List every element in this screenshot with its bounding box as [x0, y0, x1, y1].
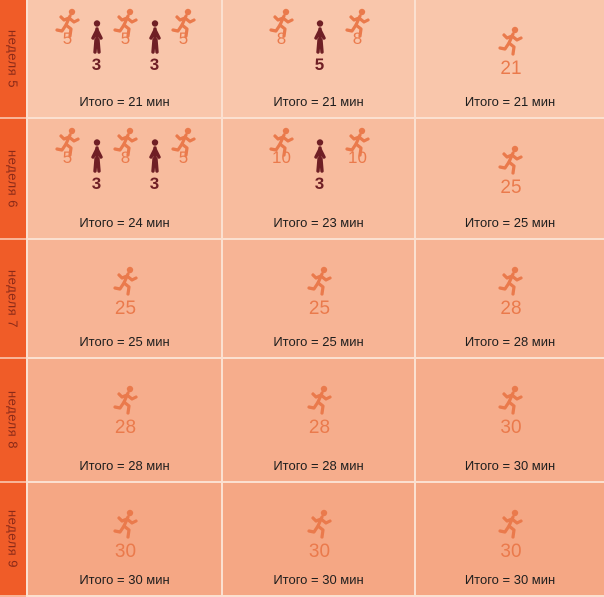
week-label-cell: неделя 9: [0, 483, 26, 597]
day-cell: 21 Итого = 21 мин: [414, 0, 604, 119]
running-person-icon: [306, 509, 333, 539]
total-minutes: Итого = 30 мин: [464, 458, 556, 473]
total-minutes: Итого = 25 мин: [273, 334, 364, 349]
running-person-icon: [498, 145, 524, 175]
walk-minutes: 3: [314, 174, 325, 193]
total-minutes: Итого = 21 мин: [464, 94, 556, 109]
total-minutes: Итого = 28 мин: [79, 458, 170, 473]
walking-person-icon: [90, 139, 104, 173]
running-person-icon: [498, 266, 524, 296]
walking-person-icon: [313, 139, 327, 173]
total-minutes: Итого = 28 мин: [273, 458, 364, 473]
walk-minutes: 3: [91, 174, 102, 193]
running-person-icon: [306, 266, 333, 296]
walking-person-icon: [313, 20, 327, 54]
running-person-icon: [112, 8, 139, 38]
total-minutes: Итого = 30 мин: [79, 572, 170, 587]
running-person-icon: [112, 509, 139, 539]
walk-minutes: 3: [149, 174, 160, 193]
run-minutes: 10: [272, 148, 291, 167]
run-minutes: 28: [500, 298, 522, 319]
running-person-icon: [170, 8, 197, 38]
day-cell: 8 5 8 Итого = 21 мин: [221, 0, 414, 119]
running-person-icon: [54, 127, 81, 157]
running-person-icon: [498, 26, 524, 56]
walking-person-icon: [148, 20, 162, 54]
week-label: неделя 7: [5, 269, 21, 328]
day-cell: 30 Итого = 30 мин: [414, 483, 604, 597]
week-label: неделя 8: [5, 391, 21, 449]
run-minutes: 30: [308, 541, 331, 562]
run-minutes: 30: [500, 541, 522, 562]
run-minutes: 5: [62, 29, 73, 48]
day-cell: 30 Итого = 30 мин: [26, 483, 221, 597]
total-minutes: Итого = 30 мин: [273, 572, 364, 587]
day-cell: 28 Итого = 28 мин: [414, 240, 604, 359]
total-minutes: Итого = 21 мин: [273, 94, 364, 109]
walk-minutes: 5: [314, 55, 325, 74]
day-cell: 10 3 10 Итого = 23 мин: [221, 119, 414, 240]
running-person-icon: [112, 385, 139, 415]
running-person-icon: [112, 127, 139, 157]
day-cell: 25 Итого = 25 мин: [414, 119, 604, 240]
day-cell: 25 Итого = 25 мин: [26, 240, 221, 359]
running-person-icon: [344, 8, 371, 38]
total-minutes: Итого = 30 мин: [464, 572, 556, 587]
walk-minutes: 3: [149, 55, 160, 74]
total-minutes: Итого = 25 мин: [464, 215, 556, 230]
running-person-icon: [268, 127, 295, 157]
week-label-cell: неделя 5: [0, 0, 26, 119]
day-cell: 30 Итого = 30 мин: [414, 359, 604, 483]
run-minutes: 5: [120, 29, 131, 48]
total-minutes: Итого = 28 мин: [464, 334, 556, 349]
running-person-icon: [268, 8, 295, 38]
run-minutes: 25: [308, 298, 331, 319]
day-cell: 25 Итого = 25 мин: [221, 240, 414, 359]
day-cell: 5 3 5 3 5 Итого = 21 мин: [26, 0, 221, 119]
running-person-icon: [306, 385, 333, 415]
running-person-icon: [170, 127, 197, 157]
total-minutes: Итого = 25 мин: [79, 334, 170, 349]
week-label: неделя 5: [5, 29, 21, 88]
week-label: неделя 9: [5, 510, 21, 568]
run-minutes: 28: [308, 417, 331, 438]
run-minutes: 5: [178, 148, 189, 167]
running-person-icon: [112, 266, 139, 296]
week-label: неделя 6: [5, 149, 21, 208]
total-minutes: Итого = 21 мин: [79, 94, 170, 109]
walk-minutes: 3: [91, 55, 102, 74]
run-minutes: 25: [500, 177, 522, 198]
run-minutes: 25: [114, 298, 137, 319]
day-cell: 28 Итого = 28 мин: [221, 359, 414, 483]
day-cell: 5 3 8 3 5 Итого = 24 мин: [26, 119, 221, 240]
running-person-icon: [54, 8, 81, 38]
week-label-cell: неделя 6: [0, 119, 26, 240]
week-label-cell: неделя 8: [0, 359, 26, 483]
run-minutes: 30: [500, 417, 522, 438]
running-person-icon: [498, 509, 524, 539]
run-minutes: 30: [114, 541, 137, 562]
run-minutes: 28: [114, 417, 137, 438]
walking-person-icon: [90, 20, 104, 54]
run-minutes: 8: [120, 148, 131, 167]
running-person-icon: [344, 127, 371, 157]
week-label-cell: неделя 7: [0, 240, 26, 359]
day-cell: 28 Итого = 28 мин: [26, 359, 221, 483]
run-minutes: 10: [348, 148, 367, 167]
run-minutes: 8: [352, 29, 363, 48]
total-minutes: Итого = 23 мин: [273, 215, 364, 230]
running-person-icon: [498, 385, 524, 415]
day-cell: 30 Итого = 30 мин: [221, 483, 414, 597]
walking-person-icon: [148, 139, 162, 173]
total-minutes: Итого = 24 мин: [79, 215, 170, 230]
run-minutes: 5: [62, 148, 73, 167]
run-minutes: 8: [276, 29, 287, 48]
run-minutes: 5: [178, 29, 189, 48]
run-minutes: 21: [500, 58, 522, 79]
